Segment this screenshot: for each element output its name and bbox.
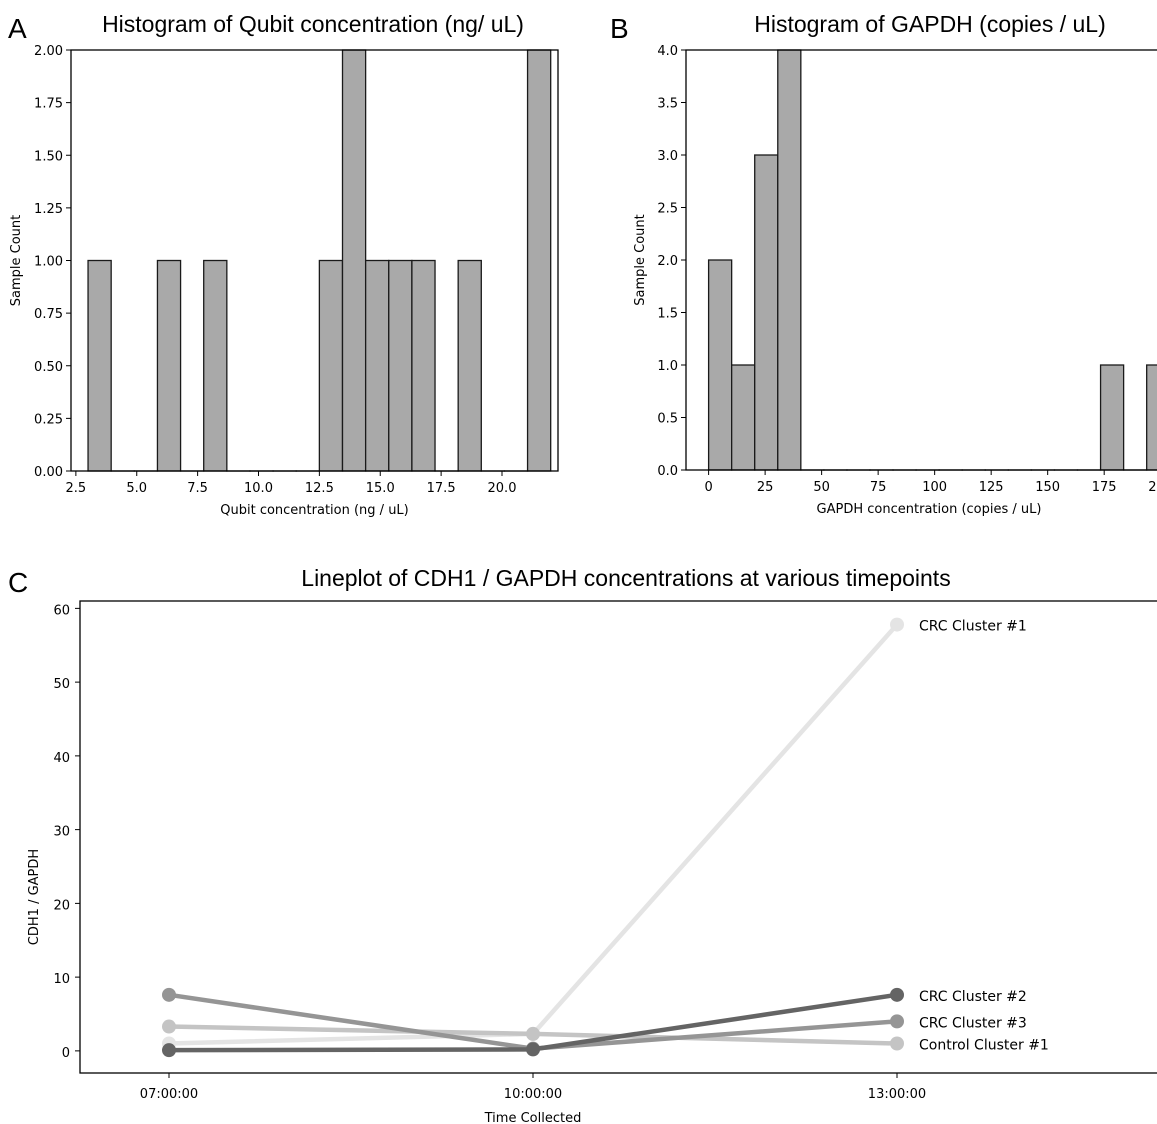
- qubit-bar-12: [364, 259, 390, 472]
- qubit-y-axis-label: Sample Count: [9, 215, 24, 306]
- gapdh-ytick-label: 0.0: [657, 464, 678, 479]
- qubit-ytick-label: 0.00: [34, 465, 63, 480]
- series-label-2: Control Cluster #1: [919, 1038, 1049, 1054]
- qubit-xtick-label: 17.5: [427, 481, 456, 496]
- gapdh-ytick-label: 4.0: [657, 44, 678, 59]
- series-line-1: [166, 622, 900, 1046]
- qubit-xtick-label: 15.0: [366, 481, 395, 496]
- series-label-1: CRC Cluster #1: [919, 619, 1027, 635]
- qubit-ytick-label: 0.25: [34, 412, 63, 427]
- gapdh-bar-3: [777, 49, 802, 471]
- gapdh-xtick-label: 150: [1035, 480, 1060, 495]
- lineplot-xtick-label: 07:00:00: [140, 1087, 198, 1102]
- gapdh-xtick-label: 75: [870, 480, 887, 495]
- qubit-xtick-label: 10.0: [244, 481, 273, 496]
- panel-a: A Histogram of Qubit concentration (ng/ …: [8, 11, 559, 518]
- qubit-plot-frame: [70, 49, 559, 472]
- qubit-bar-11: [341, 49, 367, 472]
- gapdh-xtick-label: 175: [1092, 480, 1117, 495]
- gapdh-ytick-label: 2.0: [657, 254, 678, 269]
- series-point-4: [890, 987, 904, 1002]
- qubit-ytick-label: 1.50: [34, 149, 63, 164]
- gapdh-xtick-label: 125: [979, 480, 1004, 495]
- series-label-3: CRC Cluster #3: [919, 1015, 1027, 1031]
- gapdh-ytick-label: 1.0: [657, 359, 678, 374]
- gapdh-bar-19: [1146, 364, 1157, 471]
- gapdh-bar-1: [731, 364, 756, 471]
- series-point-2: [526, 1026, 540, 1041]
- gapdh-xtick-label: 200: [1148, 480, 1157, 495]
- qubit-bar-19: [526, 49, 552, 472]
- series-point-4: [162, 1043, 176, 1058]
- qubit-histogram: 2.5 5.0 7.5 10.0 12.5 15.0 17.5 20.0 0.00 0.25 0.5…: [9, 44, 559, 518]
- gapdh-xtick-label: 100: [922, 480, 947, 495]
- qubit-bar-14: [411, 259, 436, 472]
- panel-c-title: Lineplot of CDH1 / GAPDH concentrations …: [301, 565, 950, 591]
- qubit-xtick-label: 5.0: [126, 481, 147, 496]
- qubit-xtick-label: 12.5: [305, 481, 334, 496]
- gapdh-ytick-label: 2.5: [657, 202, 678, 217]
- panel-c-letter: C: [8, 567, 28, 598]
- gapdh-bar-0: [707, 259, 733, 471]
- lineplot-xtick-label: 13:00:00: [868, 1087, 926, 1102]
- qubit-bar-10: [318, 259, 344, 472]
- gapdh-ytick-label: 0.5: [657, 412, 678, 427]
- lineplot-frame: [79, 600, 1157, 1074]
- gapdh-ytick-label: 1.5: [657, 307, 678, 322]
- gapdh-y-axis-label: Sample Count: [633, 214, 648, 305]
- gapdh-xtick-label: 25: [757, 480, 774, 495]
- lineplot-ytick-label: 20: [53, 898, 70, 913]
- qubit-xtick-label: 7.5: [187, 481, 208, 496]
- lineplot-ytick-label: 60: [53, 603, 70, 618]
- series-point-4: [526, 1042, 540, 1057]
- qubit-bar-13: [388, 259, 413, 472]
- lineplot-x-axis-label: Time Collected: [484, 1111, 582, 1124]
- qubit-xtick-label: 2.5: [66, 481, 87, 496]
- qubit-ytick-label: 1.00: [34, 255, 63, 270]
- qubit-x-axis-label: Qubit concentration (ng / uL): [220, 503, 409, 518]
- panel-b: B Histogram of GAPDH (copies / uL) 0 25 50…: [610, 11, 1157, 517]
- lineplot-ytick-label: 40: [53, 751, 70, 766]
- series-label-4: CRC Cluster #2: [919, 989, 1027, 1005]
- qubit-bar-3: [156, 259, 182, 472]
- panel-c: C Lineplot of CDH1 / GAPDH concentration…: [8, 565, 1157, 1124]
- gapdh-xtick-label: 50: [813, 480, 830, 495]
- qubit-bar-16: [457, 259, 482, 472]
- gapdh-bar-17: [1099, 364, 1125, 471]
- lineplot-y-axis-label: CDH1 / GAPDH: [27, 849, 42, 945]
- series-point-3: [890, 1014, 904, 1029]
- series-point-2: [890, 1036, 904, 1051]
- qubit-ytick-label: 0.75: [34, 307, 63, 322]
- panel-b-letter: B: [610, 13, 629, 44]
- lineplot-ytick-label: 0: [62, 1046, 70, 1061]
- gapdh-xtick-label: 0: [704, 480, 712, 495]
- qubit-ytick-label: 1.25: [34, 202, 63, 217]
- series-point-1: [890, 617, 904, 632]
- qubit-xtick-label: 20.0: [488, 481, 517, 496]
- panel-a-letter: A: [8, 13, 27, 44]
- gapdh-ytick-label: 3.0: [657, 149, 678, 164]
- panel-b-title: Histogram of GAPDH (copies / uL): [754, 11, 1106, 37]
- lineplot-ytick-label: 10: [53, 972, 70, 987]
- qubit-bar-5: [203, 259, 228, 472]
- qubit-ytick-label: 1.75: [34, 97, 63, 112]
- gapdh-ytick-label: 3.5: [657, 97, 678, 112]
- qubit-ytick-label: 0.50: [34, 360, 63, 375]
- lineplot-ytick-label: 30: [53, 825, 70, 840]
- series-point-3: [162, 987, 176, 1002]
- gapdh-histogram: 0 25 50 75 100 125 150 175 200 0.0 0.5 1.0 1.5 2.0 2.5…: [633, 44, 1157, 517]
- lineplot-xtick-label: 10:00:00: [504, 1087, 562, 1102]
- panel-a-title: Histogram of Qubit concentration (ng/ uL…: [102, 11, 524, 37]
- qubit-bar-0: [87, 259, 112, 472]
- gapdh-bar-2: [754, 154, 779, 471]
- qubit-ytick-label: 2.00: [34, 44, 63, 59]
- series-point-2: [162, 1019, 176, 1034]
- lineplot-ytick-label: 50: [53, 677, 70, 692]
- cdh1-lineplot: 0 10 20 30 40 50 60 07:00:00 10:00:00 13:00:00 Tim…: [27, 600, 1157, 1124]
- gapdh-x-axis-label: GAPDH concentration (copies / uL): [817, 502, 1042, 517]
